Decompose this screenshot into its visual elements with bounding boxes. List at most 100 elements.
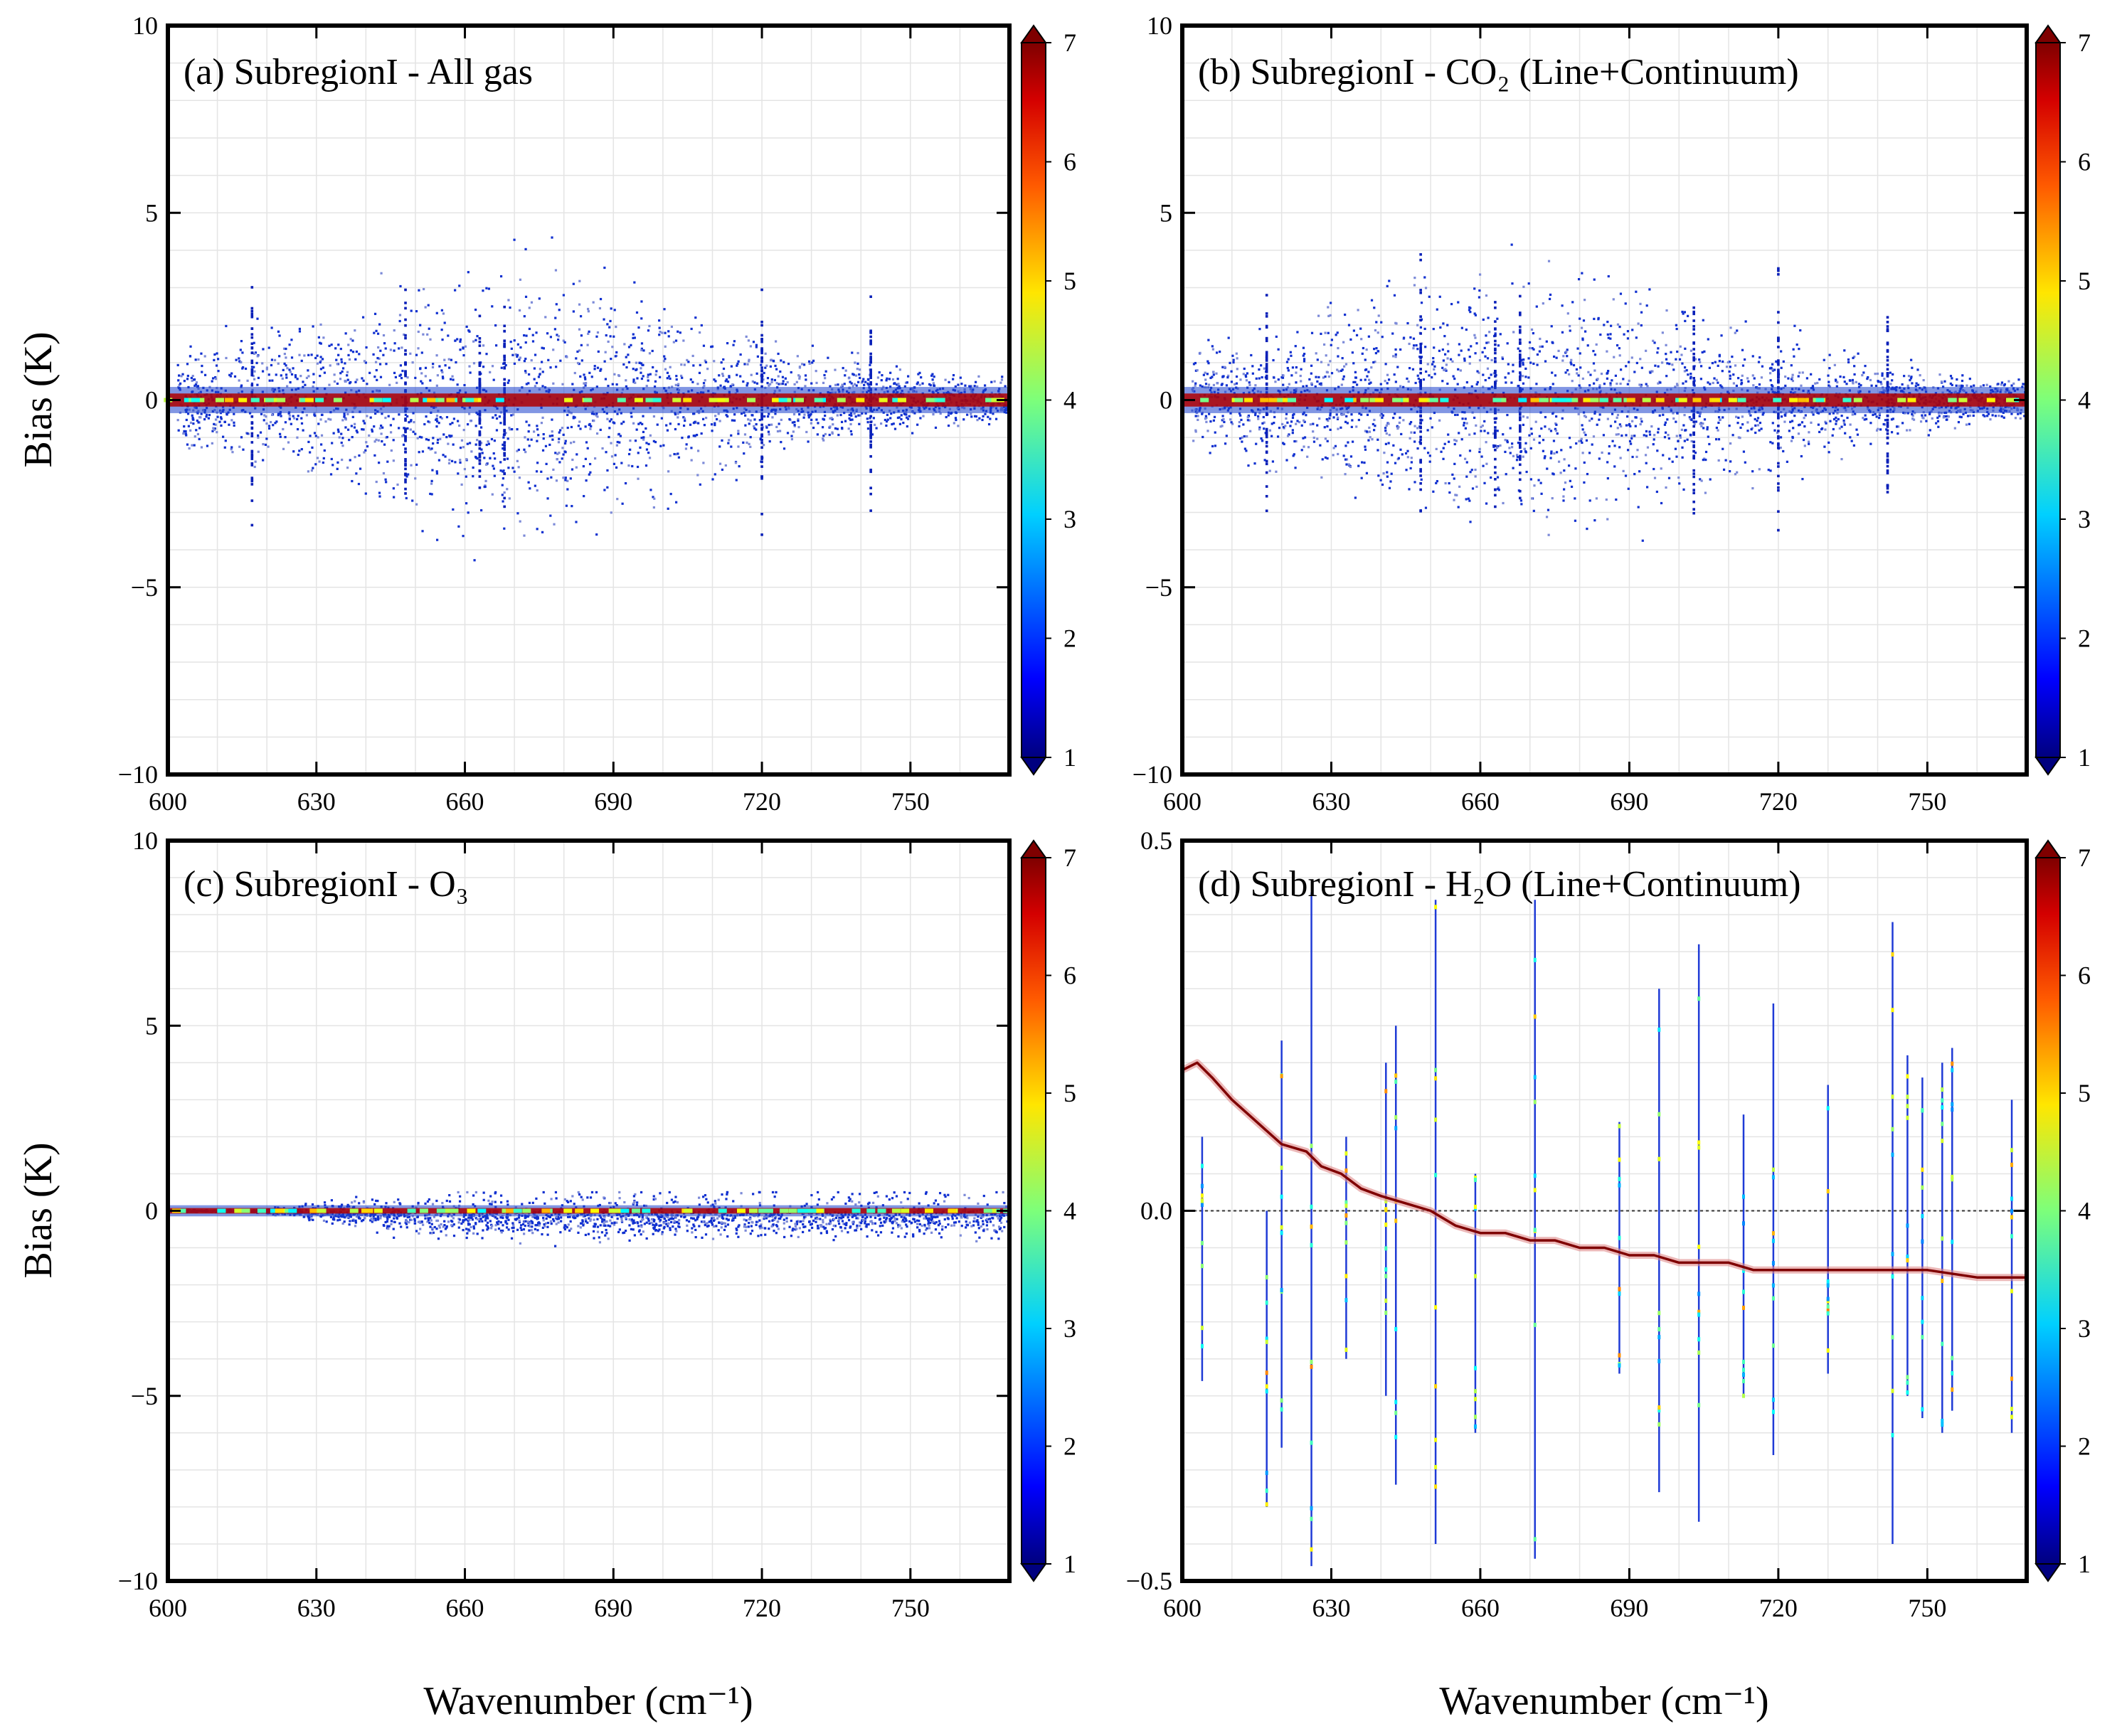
density-cell: [300, 398, 309, 403]
scatter-point: [590, 376, 593, 378]
scatter-point: [1681, 310, 1684, 314]
scatter-point: [351, 339, 354, 342]
scatter-point: [541, 449, 545, 452]
scatter-point: [777, 375, 780, 378]
scatter-point: [610, 307, 612, 310]
scatter-point: [1354, 376, 1357, 379]
scatter-point: [440, 309, 443, 311]
scatter-point: [1463, 422, 1465, 425]
scatter-point: [362, 420, 365, 422]
spike-point: [869, 376, 872, 380]
scatter-point: [312, 325, 314, 328]
scatter-point: [1791, 420, 1794, 422]
scatter-point: [313, 412, 316, 415]
spike-point: [869, 415, 872, 418]
scatter-point: [1355, 425, 1358, 428]
scatter-point: [1322, 376, 1325, 379]
scatter-point: [855, 384, 858, 387]
scatter-point: [1342, 378, 1344, 380]
scatter-point: [1481, 424, 1484, 427]
scatter-point: [987, 415, 990, 418]
scatter-point: [483, 485, 486, 489]
scatter-point: [248, 412, 252, 415]
scatter-point: [1458, 353, 1460, 356]
spike-point: [250, 499, 254, 502]
scatter-point: [1768, 372, 1772, 375]
scatter-point: [492, 416, 494, 419]
scatter-point: [564, 476, 567, 479]
scatter-point: [361, 377, 364, 380]
scatter-point: [517, 448, 520, 452]
scatter-point: [696, 449, 700, 452]
scatter-point: [1832, 417, 1836, 421]
scatter-point: [667, 507, 669, 510]
scatter-point: [658, 326, 661, 329]
scatter-point: [2007, 380, 2010, 383]
density-cell: [645, 398, 654, 403]
scatter-point: [1263, 421, 1266, 424]
scatter-point: [766, 382, 769, 385]
scatter-point: [393, 329, 396, 332]
scatter-point: [316, 354, 319, 357]
scatter-point: [319, 374, 322, 378]
scatter-point: [212, 427, 215, 430]
scatter-point: [1961, 374, 1964, 377]
scatter-point: [294, 374, 297, 377]
scatter-point: [612, 462, 616, 465]
scatter-point: [580, 344, 583, 346]
spike-point: [478, 340, 482, 344]
scatter-point: [1717, 421, 1720, 425]
scatter-point: [1435, 481, 1438, 484]
scatter-point: [340, 361, 344, 363]
scatter-point: [1662, 454, 1665, 457]
scatter-point: [1612, 298, 1615, 301]
scatter-point: [402, 443, 405, 446]
scatter-point: [1327, 375, 1330, 378]
scatter-point: [610, 511, 612, 514]
scatter-point: [613, 422, 616, 425]
scatter-point: [516, 449, 519, 452]
scatter-point: [1444, 368, 1447, 371]
scatter-point: [1566, 355, 1569, 358]
spike-point: [760, 441, 763, 444]
scatter-point: [1290, 374, 1293, 377]
scatter-point: [1320, 332, 1322, 336]
scatter-point: [436, 438, 440, 442]
scatter-point: [1798, 347, 1800, 351]
spike-point: [869, 420, 872, 424]
scatter-point: [526, 438, 529, 441]
scatter-point: [186, 412, 190, 415]
scatter-point: [1249, 430, 1252, 432]
scatter-point: [1683, 370, 1687, 373]
scatter-point: [677, 452, 679, 455]
scatter-point: [1706, 428, 1709, 431]
scatter-point: [653, 497, 656, 500]
scatter-point: [1384, 363, 1387, 366]
scatter-point: [339, 347, 342, 351]
scatter-point: [637, 477, 640, 480]
scatter-point: [1394, 348, 1397, 351]
scatter-point: [253, 370, 256, 373]
scatter-point: [805, 430, 808, 434]
scatter-point: [1823, 358, 1825, 361]
scatter-point: [1510, 381, 1513, 384]
scatter-point: [343, 414, 346, 417]
scatter-point: [1248, 381, 1251, 384]
scatter-point: [891, 422, 893, 426]
scatter-point: [484, 479, 487, 482]
scatter-point: [824, 377, 827, 380]
scatter-point: [1413, 284, 1416, 287]
scatter-point: [898, 416, 901, 419]
scatter-point: [375, 438, 378, 441]
scatter-point: [1246, 372, 1249, 375]
scatter-point: [1496, 317, 1499, 320]
scatter-point: [333, 373, 336, 376]
scatter-point: [465, 475, 467, 478]
scatter-point: [524, 341, 527, 344]
scatter-point: [1379, 414, 1382, 417]
scatter-point: [343, 412, 346, 415]
spike-point: [250, 327, 254, 330]
scatter-point: [1406, 449, 1409, 452]
scatter-point: [507, 299, 510, 302]
scatter-point: [556, 334, 558, 336]
